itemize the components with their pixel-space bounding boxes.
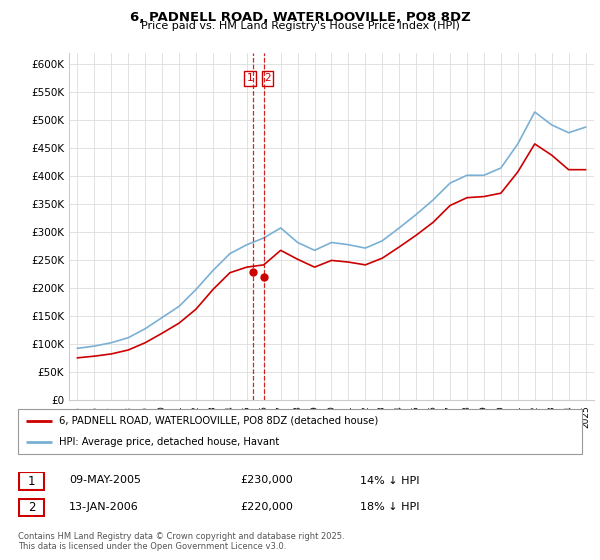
Text: Contains HM Land Registry data © Crown copyright and database right 2025.
This d: Contains HM Land Registry data © Crown c…: [18, 532, 344, 552]
FancyBboxPatch shape: [19, 473, 44, 489]
Text: HPI: Average price, detached house, Havant: HPI: Average price, detached house, Hava…: [59, 436, 279, 446]
Text: 18% ↓ HPI: 18% ↓ HPI: [360, 502, 419, 512]
Text: 6, PADNELL ROAD, WATERLOOVILLE, PO8 8DZ: 6, PADNELL ROAD, WATERLOOVILLE, PO8 8DZ: [130, 11, 470, 24]
Text: 13-JAN-2006: 13-JAN-2006: [69, 502, 139, 512]
Text: £230,000: £230,000: [240, 475, 293, 486]
Text: 14% ↓ HPI: 14% ↓ HPI: [360, 475, 419, 486]
Text: £220,000: £220,000: [240, 502, 293, 512]
Text: 1: 1: [28, 474, 35, 488]
Text: 09-MAY-2005: 09-MAY-2005: [69, 475, 141, 486]
Text: 2: 2: [28, 501, 35, 515]
FancyBboxPatch shape: [19, 500, 44, 516]
Text: 1: 1: [247, 73, 253, 83]
Text: 2: 2: [264, 73, 271, 83]
Text: 6, PADNELL ROAD, WATERLOOVILLE, PO8 8DZ (detached house): 6, PADNELL ROAD, WATERLOOVILLE, PO8 8DZ …: [59, 416, 378, 426]
Text: Price paid vs. HM Land Registry's House Price Index (HPI): Price paid vs. HM Land Registry's House …: [140, 21, 460, 31]
FancyBboxPatch shape: [18, 409, 582, 454]
